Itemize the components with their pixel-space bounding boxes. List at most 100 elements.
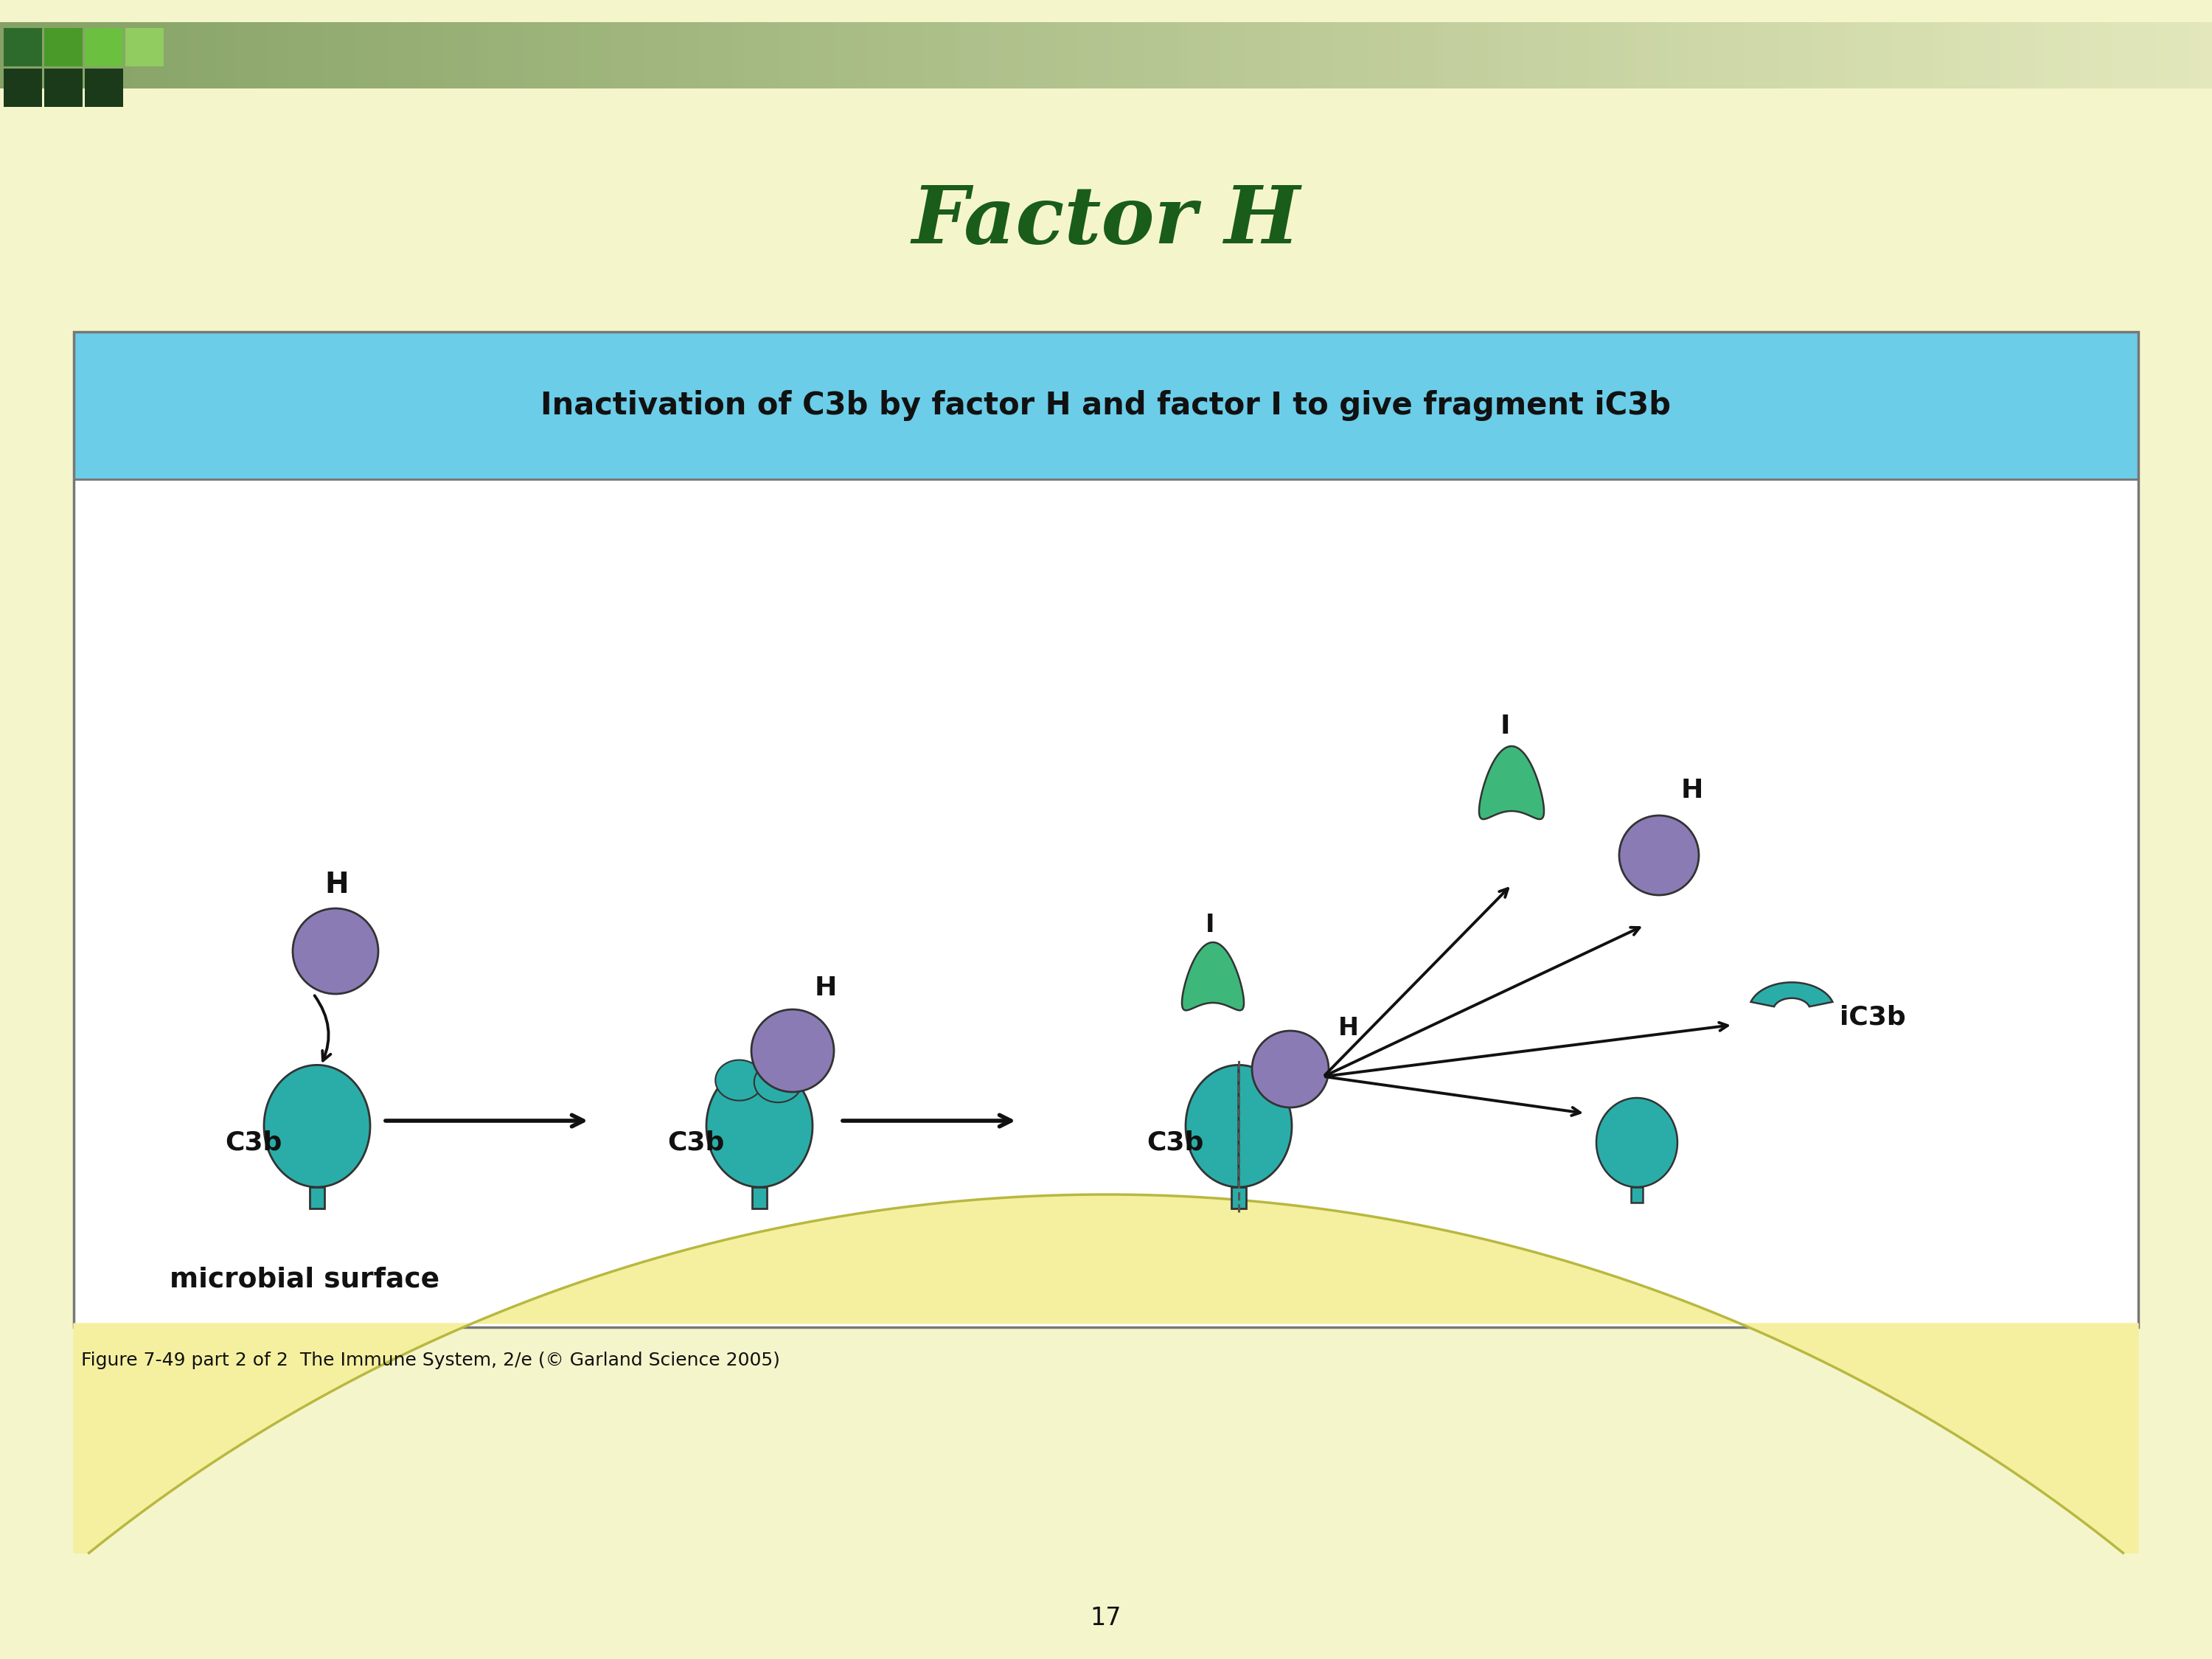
Bar [367,22,378,88]
Bar [1077,22,1088,88]
Bar [1378,22,1389,88]
Bar [199,22,210,88]
Bar [1000,22,1011,88]
Bar [389,22,400,88]
Bar [1356,22,1367,88]
Bar [1812,22,1823,88]
Bar [1500,22,1511,88]
Bar [1011,22,1022,88]
Bar [1290,22,1301,88]
Bar [599,22,611,88]
Bar [111,22,122,88]
Bar [1157,22,1168,88]
Bar [44,68,82,106]
Text: iC3b: iC3b [1840,1005,1907,1030]
Bar [489,22,500,88]
Bar [1478,22,1489,88]
Bar [679,22,690,88]
Bar [566,22,577,88]
Text: H: H [814,975,836,1000]
Bar [1845,22,1856,88]
Bar [0,22,11,88]
Text: I: I [1500,713,1511,738]
Bar [2035,22,2046,88]
Bar [356,22,367,88]
Bar [312,22,323,88]
Bar [2124,22,2135,88]
Bar [1146,22,1157,88]
Bar [790,22,801,88]
Bar [301,22,312,88]
Bar [33,22,44,88]
Bar [544,22,555,88]
Text: Figure 7-49 part 2 of 2  The Immune System, 2/e (© Garland Science 2005): Figure 7-49 part 2 of 2 The Immune Syste… [82,1352,781,1369]
Bar [900,22,911,88]
Bar [2179,22,2190,88]
Polygon shape [714,1060,763,1100]
Bar [2101,22,2112,88]
Bar [633,22,644,88]
Bar [1624,22,1635,88]
Bar [1533,22,1544,88]
Bar [978,22,989,88]
Bar [2201,22,2212,88]
Bar [77,22,88,88]
Circle shape [292,909,378,994]
Bar [690,22,701,88]
Text: C3b: C3b [1146,1130,1203,1155]
Bar [1044,22,1055,88]
Bar [1234,22,1245,88]
Bar [445,22,456,88]
Bar [1978,22,1989,88]
Bar [1245,22,1256,88]
Text: Inactivation of C3b by factor H and factor I to give fragment iC3b: Inactivation of C3b by factor H and fact… [540,390,1672,421]
Bar [1389,22,1400,88]
Bar [1790,22,1801,88]
Polygon shape [1752,982,1832,1007]
Bar [1590,22,1601,88]
Bar [1256,22,1267,88]
Bar [533,22,544,88]
Bar [511,22,522,88]
Bar [234,22,246,88]
Bar [1433,22,1444,88]
Bar [1630,1188,1644,1203]
Bar [400,22,411,88]
Bar [166,22,177,88]
Bar [757,22,768,88]
Bar [1834,22,1845,88]
FancyBboxPatch shape [73,332,2139,479]
Bar [2046,22,2057,88]
Bar [1334,22,1345,88]
Bar [2157,22,2168,88]
Bar [2013,22,2024,88]
Bar [1422,22,1433,88]
Bar [1767,22,1778,88]
Bar [1668,22,1679,88]
Bar [122,22,133,88]
Text: microbial surface: microbial surface [170,1266,440,1292]
Bar [1568,22,1579,88]
Bar [11,22,22,88]
Bar [1989,22,2002,88]
Bar [257,22,268,88]
Bar [1223,22,1234,88]
Bar [1878,22,1889,88]
Bar [889,22,900,88]
Bar [945,22,956,88]
Bar [1168,22,1179,88]
Bar [768,22,779,88]
Bar [1944,22,1955,88]
Polygon shape [1186,1065,1239,1188]
Bar [1124,22,1135,88]
Bar [2068,22,2079,88]
Bar [1889,22,1900,88]
Bar [644,22,655,88]
Bar [1613,22,1624,88]
Bar [1489,22,1500,88]
Bar [734,22,745,88]
Bar [434,22,445,88]
Bar [345,22,356,88]
Bar [1467,22,1478,88]
Bar [1601,22,1613,88]
